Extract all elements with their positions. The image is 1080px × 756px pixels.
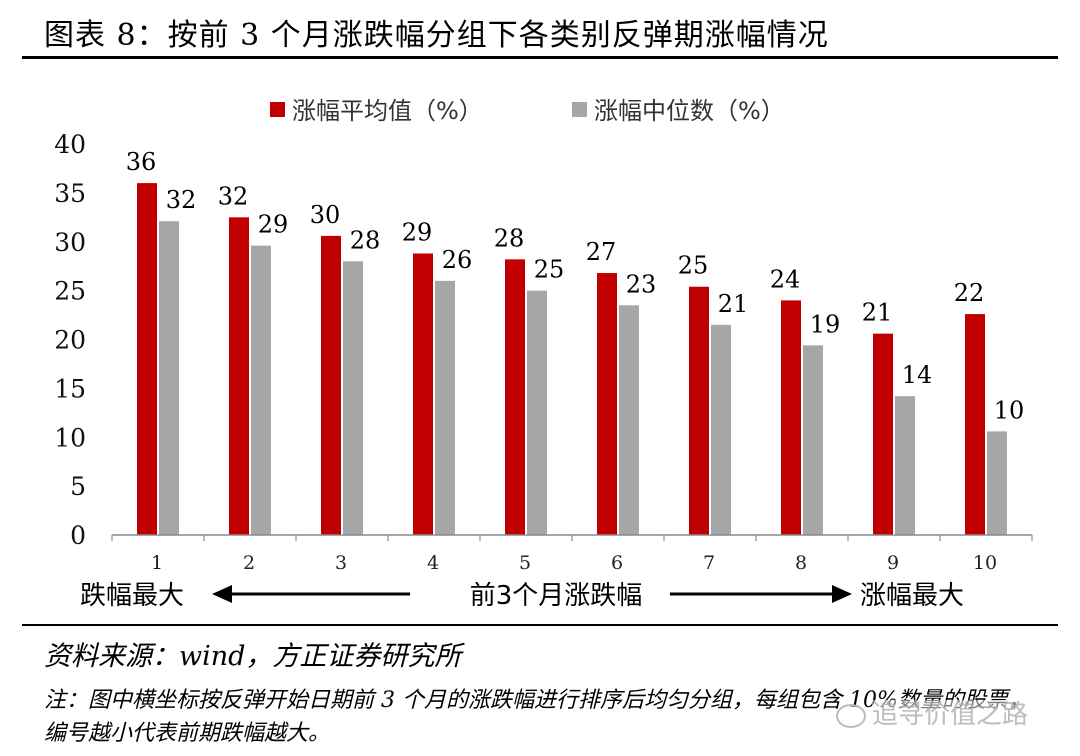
bar-mean (137, 183, 157, 535)
data-label: 32 (218, 182, 249, 210)
data-label: 21 (718, 290, 749, 318)
x-axis: 1 2 3 4 5 6 7 8 9 10 (111, 534, 1033, 574)
y-axis: 0 5 10 15 20 25 30 35 40 (54, 130, 86, 550)
bar-mean (413, 253, 433, 536)
bar-mean (597, 273, 617, 535)
x-tick-label: 1 (151, 552, 163, 574)
bar-mean (689, 286, 709, 535)
data-label: 19 (810, 310, 841, 338)
figure-title: 图表 8：按前 3 个月涨跌幅分组下各类别反弹期涨幅情况 (44, 18, 829, 53)
data-label: 25 (534, 256, 565, 284)
bar-median (711, 324, 731, 535)
data-label: 14 (902, 361, 933, 389)
bar-median (159, 221, 179, 535)
data-label: 25 (678, 252, 709, 280)
y-tick-label: 40 (54, 130, 86, 159)
bar-median (527, 290, 547, 535)
bar-median (803, 345, 823, 535)
data-label: 26 (442, 246, 473, 274)
bar-mean (505, 259, 525, 535)
x-tick-label: 2 (243, 552, 255, 574)
data-label: 21 (862, 299, 893, 327)
data-label: 22 (954, 279, 985, 307)
watermark-text: 追寻价值之路 (872, 700, 1029, 730)
watermark: 追寻价值之路 (836, 694, 1029, 731)
y-tick-label: 35 (54, 179, 86, 208)
bar-mean (873, 333, 893, 535)
x-tick-label: 10 (973, 552, 997, 574)
direction-center-label: 前3个月涨跌幅 (470, 581, 643, 611)
y-tick-label: 25 (54, 277, 86, 306)
arrow-left-head (212, 585, 232, 603)
chart-legend: 涨幅平均值（%） 涨幅中位数（%） (270, 97, 785, 125)
x-tick-label: 4 (427, 552, 439, 574)
data-label: 24 (770, 265, 801, 293)
direction-left-label: 跌幅最大 (80, 581, 184, 611)
data-label: 29 (258, 211, 289, 239)
y-tick-label: 0 (70, 521, 86, 550)
x-tick-label: 7 (703, 552, 715, 574)
y-tick-label: 30 (54, 228, 86, 257)
y-tick-label: 20 (54, 326, 86, 355)
data-label: 28 (494, 224, 525, 252)
data-label: 23 (626, 270, 657, 298)
bar-median (987, 431, 1007, 535)
source-rule (22, 624, 1058, 626)
y-tick-label: 10 (54, 423, 86, 452)
bar-median (251, 245, 271, 535)
legend-label: 涨幅中位数（%） (594, 97, 785, 125)
bar-median (619, 305, 639, 535)
y-tick-label: 15 (54, 374, 86, 403)
data-label: 32 (166, 186, 197, 214)
title-rule (22, 56, 1058, 59)
bar-median (895, 396, 915, 535)
note-text: 注：图中横坐标按反弹开始日期前 3 个月的涨跌幅进行排序后均匀分组，每组包含 1… (44, 688, 1030, 746)
data-label: 30 (310, 201, 341, 229)
x-tick-label: 6 (611, 552, 623, 574)
data-label: 27 (586, 238, 617, 266)
bar-mean (321, 235, 341, 535)
x-tick-label: 5 (519, 552, 531, 574)
bar-mean (781, 300, 801, 535)
legend-swatch (572, 102, 587, 117)
data-labels: 36 32 32 29 30 28 29 26 28 25 27 23 25 21 24 19 21 14 22 10 (126, 148, 1025, 424)
direction-annotation: 跌幅最大 前3个月涨跌幅 涨幅最大 (80, 581, 964, 611)
source-text: 资料来源：wind，方正证券研究所 (44, 641, 462, 672)
bar-median (435, 280, 455, 535)
x-tick-label: 3 (335, 552, 347, 574)
data-label: 10 (994, 396, 1025, 424)
bar-mean (229, 217, 249, 535)
data-label: 28 (350, 226, 381, 254)
data-label: 36 (126, 148, 157, 176)
x-tick-label: 9 (887, 552, 899, 574)
arrow-right-head (832, 585, 852, 603)
x-tick-label: 8 (795, 552, 807, 574)
bar-mean (965, 314, 985, 535)
data-label: 29 (402, 218, 433, 246)
wechat-icon (836, 703, 866, 728)
legend-swatch (270, 102, 285, 117)
bar-median (343, 261, 363, 535)
y-tick-label: 5 (70, 472, 86, 501)
legend-label: 涨幅平均值（%） (292, 97, 483, 125)
bar-series (137, 183, 1007, 536)
direction-right-label: 涨幅最大 (860, 581, 964, 611)
